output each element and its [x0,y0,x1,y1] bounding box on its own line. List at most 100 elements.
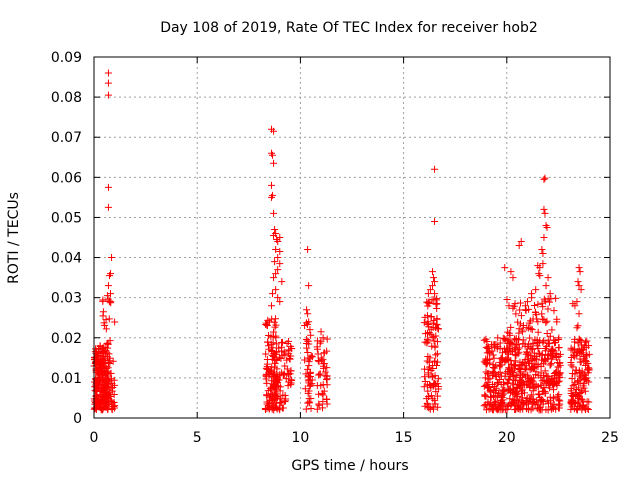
data-point [552,369,560,377]
data-point [316,339,324,347]
data-point [425,300,433,308]
data-point [496,375,504,383]
data-point [288,345,296,353]
data-point [531,364,539,372]
data-point [271,392,279,400]
data-point [282,375,290,383]
data-point [98,362,106,370]
data-point [499,349,507,357]
data-point [434,392,442,400]
data-point [539,260,547,268]
data-point [281,397,289,405]
data-point [262,320,270,328]
data-point [577,388,585,396]
data-point [285,350,293,358]
data-point [101,391,109,399]
data-point [320,349,328,357]
data-point [104,203,112,211]
data-point [315,390,323,398]
data-point [584,405,592,413]
data-point [433,358,441,366]
data-point [424,387,432,395]
data-point [512,310,520,318]
data-point [496,339,504,347]
data-point [487,388,495,396]
data-point [543,372,551,380]
data-point [266,385,274,393]
data-point [305,282,313,290]
data-point [304,246,312,254]
data-point [523,379,531,387]
data-point [482,368,490,376]
data-point [278,339,286,347]
data-point [499,378,507,386]
data-point [271,370,279,378]
data-point [538,310,546,318]
data-point [107,299,115,307]
data-point [548,403,556,411]
data-point [575,335,583,343]
data-point [549,349,557,357]
data-point [528,290,536,298]
data-point [539,303,547,311]
x-tick-labels: 0 5 10 15 20 25 [90,430,619,446]
data-point [263,360,271,368]
data-point [523,405,531,413]
data-point [577,372,585,380]
data-point [427,384,435,392]
data-point [567,361,575,369]
y-tick-label: 0.05 [51,210,82,226]
data-point [103,292,111,300]
data-point [104,372,112,380]
data-point [515,242,523,250]
data-point [303,306,311,314]
data-point [433,305,441,313]
data-point [517,312,525,320]
data-point [420,383,428,391]
data-point [316,370,324,378]
data-point [420,319,428,327]
data-point [555,343,563,351]
data-point [518,394,526,402]
data-point [427,312,435,320]
data-point [522,350,530,358]
data-point [306,368,314,376]
data-point [482,392,490,400]
data-point [544,274,552,282]
data-point [99,356,107,364]
data-point [273,356,281,364]
data-point [306,354,314,362]
data-point [542,282,550,290]
data-point [534,345,542,353]
data-point [511,406,519,414]
data-point [528,326,536,334]
data-point [517,365,525,373]
data-point [519,321,527,329]
data-point [541,356,549,364]
data-point [106,392,114,400]
data-point [305,373,313,381]
data-point [507,339,515,347]
data-point [433,320,441,328]
data-point [507,268,515,276]
data-point [99,344,107,352]
data-point [307,405,315,413]
data-point [421,373,429,381]
data-point [264,316,272,324]
y-tick-label: 0.08 [51,90,82,106]
data-point [571,346,579,354]
data-point [104,69,112,77]
data-point [526,334,534,342]
data-point [323,372,331,380]
data-point [283,356,291,364]
data-point [276,406,284,414]
data-point [319,334,327,342]
data-point [522,396,530,404]
data-point [105,350,113,358]
data-point [431,396,439,404]
data-point [514,380,522,388]
data-point [307,331,315,339]
data-point [426,286,434,294]
data-point [99,384,107,392]
data-point [275,344,283,352]
